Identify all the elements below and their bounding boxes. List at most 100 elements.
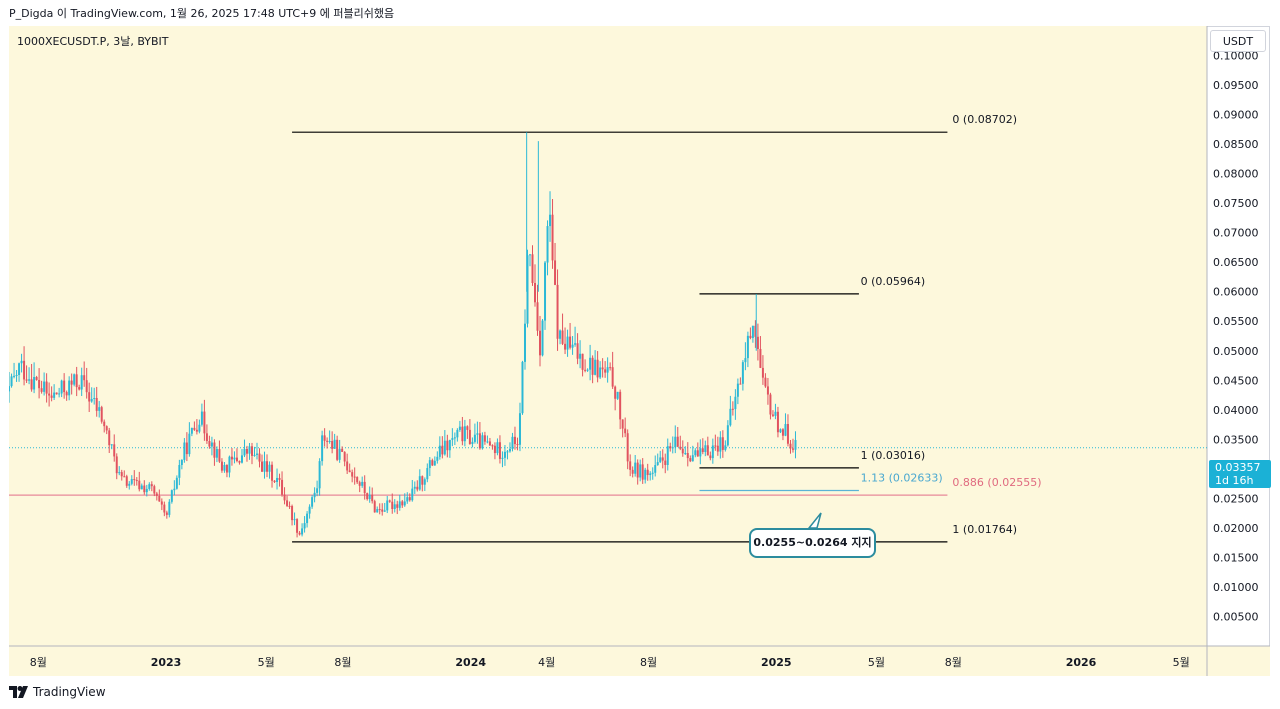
candle-body xyxy=(393,504,396,509)
candle-body xyxy=(45,381,48,394)
candle-body xyxy=(28,379,31,381)
price-tick-label: 0.01500 xyxy=(1213,551,1259,564)
currency-button[interactable]: USDT xyxy=(1210,30,1266,52)
candle-body xyxy=(9,386,11,392)
candle-body xyxy=(308,506,311,514)
price-tick-label: 0.04000 xyxy=(1213,404,1259,417)
candle-body xyxy=(443,440,446,455)
candle-body xyxy=(709,455,712,459)
candle-body xyxy=(371,494,374,502)
candle-body xyxy=(306,513,309,524)
candle-body xyxy=(266,461,269,472)
candle-body xyxy=(491,445,494,447)
candle-body xyxy=(641,464,644,480)
candle-body xyxy=(140,485,143,490)
candle-body xyxy=(629,461,632,470)
candle-body xyxy=(233,457,236,460)
candle-body xyxy=(501,457,504,459)
candle-body xyxy=(288,505,291,507)
candle-body xyxy=(215,449,218,458)
candle-body xyxy=(518,413,521,445)
candle-body xyxy=(93,397,96,400)
candle-body xyxy=(746,335,749,359)
candle-body xyxy=(398,501,401,508)
candle-body xyxy=(734,396,737,410)
candle-body xyxy=(331,441,334,449)
candle-body xyxy=(754,325,757,337)
candle-body xyxy=(771,414,774,416)
candle-body xyxy=(291,506,294,521)
candle-body xyxy=(123,476,126,478)
fib-level-label: 0 (0.05964) xyxy=(861,275,926,288)
candle-body xyxy=(386,500,389,511)
candle-body xyxy=(240,455,243,463)
candle-body xyxy=(68,380,71,396)
candle-body xyxy=(466,426,469,430)
symbol-info[interactable]: 1000XECUSDT.P, 3날, BYBIT xyxy=(17,35,169,48)
price-tick-label: 0.09000 xyxy=(1213,109,1259,122)
candle-body xyxy=(358,482,361,486)
candle-body xyxy=(441,445,444,455)
candle-body xyxy=(741,362,744,384)
candle-body xyxy=(614,386,617,399)
candle-body xyxy=(556,284,559,339)
candle-body xyxy=(596,359,599,378)
price-tick-label: 0.03500 xyxy=(1213,433,1259,446)
tradingview-brand: TradingView xyxy=(33,685,106,699)
candle-body xyxy=(784,424,787,436)
candle-body xyxy=(626,433,629,462)
candle-body xyxy=(303,523,306,529)
candle-body xyxy=(75,374,78,388)
candle-body xyxy=(761,367,764,378)
candle-body xyxy=(606,367,609,373)
candle-body xyxy=(193,427,196,430)
candle-body xyxy=(458,426,461,430)
candle-body xyxy=(691,455,694,462)
candle-body xyxy=(781,429,784,436)
price-chart[interactable]: 0 (0.08702) 1 (0.01764) 0.886 (0.02555) 0 (… xyxy=(9,26,1270,676)
candle-body xyxy=(293,519,296,521)
candle-body xyxy=(326,440,329,442)
tradingview-logo-icon xyxy=(9,686,28,698)
candle-body xyxy=(576,343,579,359)
candle-body xyxy=(343,451,346,462)
candle-body xyxy=(205,433,208,442)
candle-body xyxy=(711,445,714,459)
candle-body xyxy=(674,436,677,448)
candle-body xyxy=(561,330,564,344)
candle-body xyxy=(105,426,108,431)
candle-body xyxy=(198,424,201,432)
candle-body xyxy=(401,501,404,506)
price-tick-label: 0.09500 xyxy=(1213,79,1259,92)
candle-body xyxy=(564,343,567,350)
price-tick-label: 0.06000 xyxy=(1213,286,1259,299)
last-price-badge: 0.03357 1d 16h xyxy=(1209,460,1271,488)
candle-body xyxy=(646,469,649,476)
candle-body xyxy=(594,359,597,375)
candle-body xyxy=(220,461,223,471)
tradingview-logo[interactable]: TradingView xyxy=(9,685,106,699)
candle-body xyxy=(694,450,697,456)
candle-body xyxy=(158,495,161,502)
candle-body xyxy=(13,375,16,377)
candle-body xyxy=(346,461,349,471)
candle-body xyxy=(271,464,274,481)
candle-body xyxy=(78,387,81,390)
candle-body xyxy=(531,254,534,283)
candle-body xyxy=(223,464,226,471)
candle-body xyxy=(448,439,451,451)
candle-body xyxy=(684,453,687,455)
candle-body xyxy=(235,457,238,462)
candle-body xyxy=(446,440,449,451)
candle-body xyxy=(496,442,499,454)
support-annotation[interactable]: 0.0255~0.0264 지지 xyxy=(749,528,876,558)
candle-body xyxy=(388,500,391,502)
candle-body xyxy=(619,391,622,420)
candle-body xyxy=(634,462,637,474)
candle-body xyxy=(699,448,702,457)
candle-body xyxy=(569,336,572,348)
candle-body xyxy=(528,254,531,256)
candle-body xyxy=(53,392,56,398)
candle-body xyxy=(95,397,98,411)
candle-body xyxy=(213,442,216,458)
